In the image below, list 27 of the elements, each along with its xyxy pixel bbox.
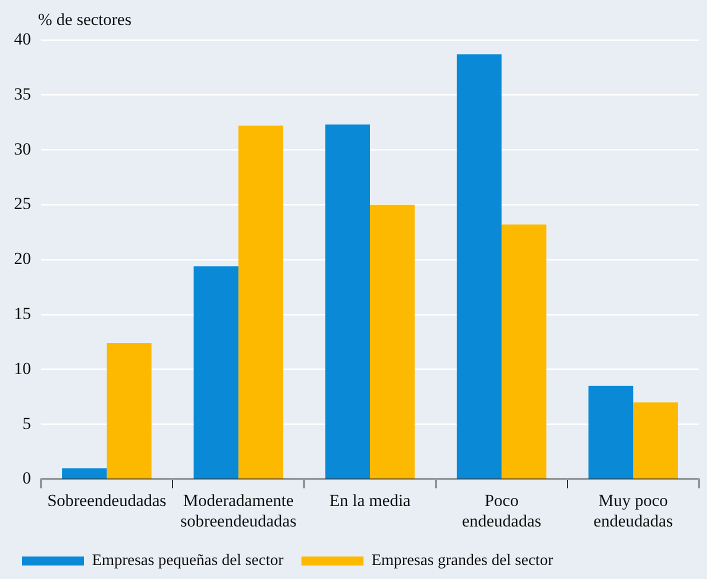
y-tick-label: 40 — [14, 29, 31, 48]
y-tick-label: 15 — [14, 304, 31, 323]
bar — [588, 386, 634, 478]
y-tick-label: 35 — [14, 84, 31, 104]
y-tick-label: 30 — [14, 139, 31, 158]
y-tick-label: 5 — [22, 414, 31, 433]
x-tick-label: Sobreendeudadas — [47, 490, 166, 510]
legend-label: Empresas pequeñas del sector — [92, 552, 284, 570]
bar — [633, 402, 678, 478]
y-tick-label: 20 — [14, 249, 31, 268]
bar — [325, 124, 370, 478]
legend-label: Empresas grandes del sector — [371, 552, 554, 570]
bar — [370, 204, 415, 478]
bar — [502, 224, 546, 478]
x-tick-label: En la media — [329, 490, 412, 510]
bar — [194, 266, 238, 478]
y-tick-label: 25 — [14, 194, 31, 214]
x-tick-label: Muy poco endeudadas — [594, 490, 673, 530]
x-tick-label: Moderadamente sobreendeudadas — [180, 490, 296, 530]
bar — [62, 468, 107, 478]
bar — [106, 343, 152, 478]
bar — [456, 54, 502, 478]
x-tick-label: Poco endeudadas — [462, 490, 542, 530]
y-axis-title: % de sectores — [38, 10, 132, 29]
bar — [238, 126, 284, 478]
y-tick-label: 10 — [14, 358, 31, 378]
y-tick-label: 0 — [22, 468, 31, 488]
